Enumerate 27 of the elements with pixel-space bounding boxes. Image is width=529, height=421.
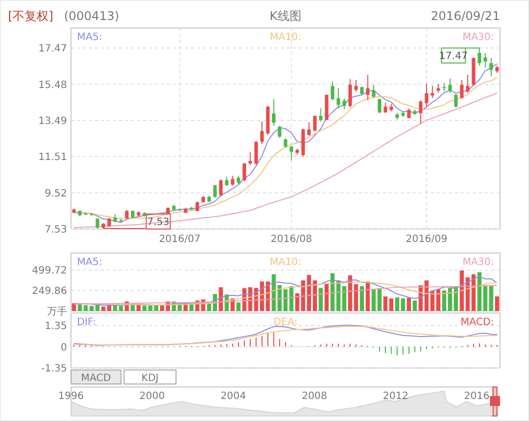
y-tick-label: 15.48	[38, 80, 67, 91]
x-tick-label: 2000	[139, 391, 165, 402]
x-tick-label: 2016	[464, 391, 490, 402]
text: KDJ	[141, 373, 159, 384]
y-tick-label: 1.35	[44, 321, 67, 332]
y-tick-label: 万手	[47, 306, 67, 318]
x-tick-label: 2016/08	[270, 234, 312, 245]
y-tick-label: 7.53	[44, 224, 67, 236]
x-tick-label: 2012	[382, 391, 408, 402]
x-tick-label: 2004	[220, 391, 246, 402]
text: MACD	[81, 373, 112, 384]
text: (000413)	[64, 9, 120, 23]
y-tick-label: 0	[60, 342, 67, 354]
chart-title: K线图	[270, 9, 302, 23]
text: 2016/09/21	[430, 9, 500, 23]
x-tick-label: 2016/07	[158, 234, 200, 245]
x-tick-label: 2016/09	[406, 234, 448, 245]
y-tick-label: 499.72	[32, 266, 67, 277]
y-tick-label: 11.51	[38, 152, 67, 164]
text: [不复权]	[8, 9, 54, 23]
x-tick-label: 1996	[58, 391, 84, 402]
y-tick-label: -1.35	[41, 364, 67, 374]
y-tick-label: 249.86	[32, 286, 67, 298]
x-tick-label: 2008	[302, 391, 328, 402]
y-tick-label: 13.49	[38, 116, 67, 127]
y-tick-label: 9.52	[44, 188, 67, 200]
y-tick-label: 17.47	[38, 44, 67, 55]
